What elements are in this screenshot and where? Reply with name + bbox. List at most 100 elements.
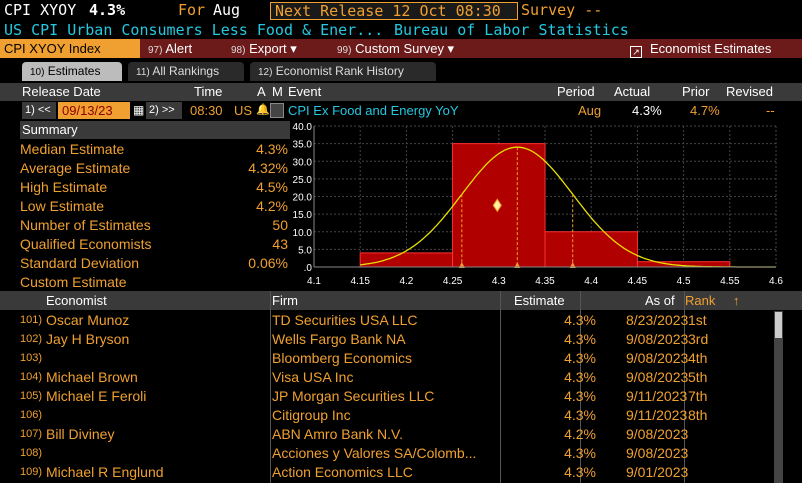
estimate-value: 4.2% xyxy=(564,426,596,442)
tab-all-rankings[interactable]: 11) All Rankings xyxy=(128,62,244,81)
col-event: Event xyxy=(288,84,322,99)
tab-num: 11) xyxy=(136,67,150,78)
economist-name[interactable]: Bill Diviney xyxy=(46,426,115,442)
table-row[interactable]: 101) Oscar Munoz TD Securities USA LLC 4.3%… xyxy=(20,311,780,330)
summary-value: 50 xyxy=(272,217,288,233)
security-header: CPI XYOY 4.3% For Aug Next Release 12 Oc… xyxy=(0,0,802,21)
economist-name[interactable]: Michael R Englund xyxy=(46,464,164,480)
x-tick-label: 4.2 xyxy=(399,276,413,287)
description-line: US CPI Urban Consumers Less Food & Ener.… xyxy=(0,21,802,39)
y-tick-label: 15.0 xyxy=(293,210,313,221)
table-scrollbar[interactable] xyxy=(774,311,783,483)
firm-name[interactable]: Citigroup Inc xyxy=(272,407,351,423)
y-tick-label: 30.0 xyxy=(293,157,313,168)
index-label[interactable]: CPI XYOY Index xyxy=(0,39,140,58)
col-prior: Prior xyxy=(682,84,710,99)
next-release-button[interactable]: 2) >> xyxy=(146,102,182,119)
release-actual: 4.3% xyxy=(632,103,662,118)
rank-value: 4th xyxy=(688,350,708,366)
summary-row: High Estimate 4.5% xyxy=(20,178,290,197)
firm-name[interactable]: JP Morgan Securities LLC xyxy=(272,388,435,404)
economist-name[interactable]: Oscar Munoz xyxy=(46,312,130,328)
col-rank[interactable]: Rank xyxy=(685,293,716,308)
economist-name[interactable]: Michael Brown xyxy=(46,369,138,385)
col-time: Time xyxy=(194,84,223,99)
column-divider xyxy=(270,291,271,483)
alert-bell-icon[interactable]: 🔔 xyxy=(256,104,270,116)
table-row[interactable]: 109) Michael R Englund Action Economics LL… xyxy=(20,463,780,482)
as-of-date: 9/08/2023 xyxy=(626,426,689,442)
market-moving-checkbox[interactable] xyxy=(270,103,284,118)
alert-menu[interactable]: 97) Alert xyxy=(148,39,192,58)
x-tick-label: 4.5 xyxy=(677,276,691,287)
economist-name[interactable]: Jay H Bryson xyxy=(46,331,130,347)
summary-label: Low Estimate xyxy=(20,198,105,214)
economist-estimates-link[interactable]: ↗ Economist Estimates xyxy=(630,39,771,58)
export-num: 98) xyxy=(231,45,246,56)
table-row[interactable]: 104) Michael Brown Visa USA Inc 4.3% 9/08/20… xyxy=(20,368,780,387)
alert-num: 97) xyxy=(148,45,163,56)
prev-release-button[interactable]: 1) << xyxy=(22,102,56,119)
table-row[interactable]: 103) Bloomberg Economics 4.3% 9/08/2023 4th xyxy=(20,349,780,368)
firm-name[interactable]: Action Economics LLC xyxy=(272,464,413,480)
tab-economist-rank-history[interactable]: 12) Economist Rank History xyxy=(250,62,436,81)
row-index: 101) xyxy=(20,314,43,326)
as-of-date: 9/08/2023 xyxy=(626,445,689,461)
ticker[interactable]: CPI XYOY xyxy=(4,1,77,19)
event-name[interactable]: CPI Ex Food and Energy YoY xyxy=(288,103,459,118)
firm-name[interactable]: Wells Fargo Bank NA xyxy=(272,331,406,347)
y-tick-label: 35.0 xyxy=(293,140,313,151)
tab-estimates[interactable]: 10) Estimates xyxy=(22,62,122,81)
x-tick-label: 4.55 xyxy=(720,276,740,287)
sort-up-icon[interactable]: ↑ xyxy=(733,293,740,308)
tab-num: 12) xyxy=(258,67,273,78)
release-period: Aug xyxy=(578,103,602,118)
table-row[interactable]: 107) Bill Diviney ABN Amro Bank N.V. 4.2% 9/… xyxy=(20,425,780,444)
table-row[interactable]: 102) Jay H Bryson Wells Fargo Bank NA 4.3% 9… xyxy=(20,330,780,349)
release-prior: 4.7% xyxy=(690,103,720,118)
summary-label: Median Estimate xyxy=(20,141,125,157)
x-tick-label: 4.3 xyxy=(492,276,506,287)
period-value: Aug xyxy=(213,1,241,19)
estimate-value: 4.3% xyxy=(564,369,596,385)
table-row[interactable]: 106) Citigroup Inc 4.3% 9/11/2023 8th xyxy=(20,406,780,425)
tab-label: Estimates xyxy=(47,64,101,78)
rank-value: 5th xyxy=(688,369,708,385)
as-of-date: 8/23/2023 xyxy=(626,312,689,328)
col-as-of[interactable]: As of xyxy=(645,293,675,308)
release-header: Release Date Time A M Event Period Actua… xyxy=(0,83,802,101)
col-economist[interactable]: Economist xyxy=(46,293,107,308)
y-tick-label: 40.0 xyxy=(293,122,313,133)
row-index: 104) xyxy=(20,371,43,383)
firm-name[interactable]: ABN Amro Bank N.V. xyxy=(272,426,403,442)
row-index: 108) xyxy=(20,447,43,459)
summary-value: 4.2% xyxy=(256,198,288,214)
calendar-icon[interactable]: ▦ xyxy=(133,103,145,117)
estimate-value: 4.3% xyxy=(564,331,596,347)
col-estimate[interactable]: Estimate xyxy=(514,293,565,308)
custom-num: 99) xyxy=(337,45,352,56)
economist-table-header: Economist Firm Estimate As of Rank ↑ xyxy=(0,291,802,310)
firm-name[interactable]: Visa USA Inc xyxy=(272,369,354,385)
table-row[interactable]: 108) Acciones y Valores SA/Colomb... 4.3% 9… xyxy=(20,444,780,463)
firm-name[interactable]: Acciones y Valores SA/Colomb... xyxy=(272,445,477,461)
col-firm[interactable]: Firm xyxy=(272,293,298,308)
release-row: 1) << 09/13/23 ▦ 2) >> 08:30 US 🔔 CPI Ex… xyxy=(0,101,802,120)
table-row[interactable]: 105) Michael E Feroli JP Morgan Securities… xyxy=(20,387,780,406)
export-menu[interactable]: 98) Export ▾ xyxy=(231,39,297,58)
menu-bar: CPI XYOY Index 97) Alert 98) Export ▾ 99… xyxy=(0,39,802,58)
firm-name[interactable]: TD Securities USA LLC xyxy=(272,312,418,328)
release-revised: -- xyxy=(766,103,775,118)
alert-label: Alert xyxy=(165,41,193,56)
release-date-input[interactable]: 09/13/23 xyxy=(58,102,130,119)
column-divider xyxy=(684,291,685,483)
economist-name[interactable]: Michael E Feroli xyxy=(46,388,147,404)
economist-label: Economist Estimates xyxy=(650,41,772,56)
x-tick-label: 4.35 xyxy=(535,276,555,287)
firm-name[interactable]: Bloomberg Economics xyxy=(272,350,413,366)
summary-value: 4.3% xyxy=(256,141,288,157)
summary-row: Custom Estimate xyxy=(20,273,290,292)
scrollbar-thumb[interactable] xyxy=(775,312,782,338)
estimate-value: 4.3% xyxy=(564,350,596,366)
custom-survey-menu[interactable]: 99) Custom Survey ▾ xyxy=(337,39,454,58)
